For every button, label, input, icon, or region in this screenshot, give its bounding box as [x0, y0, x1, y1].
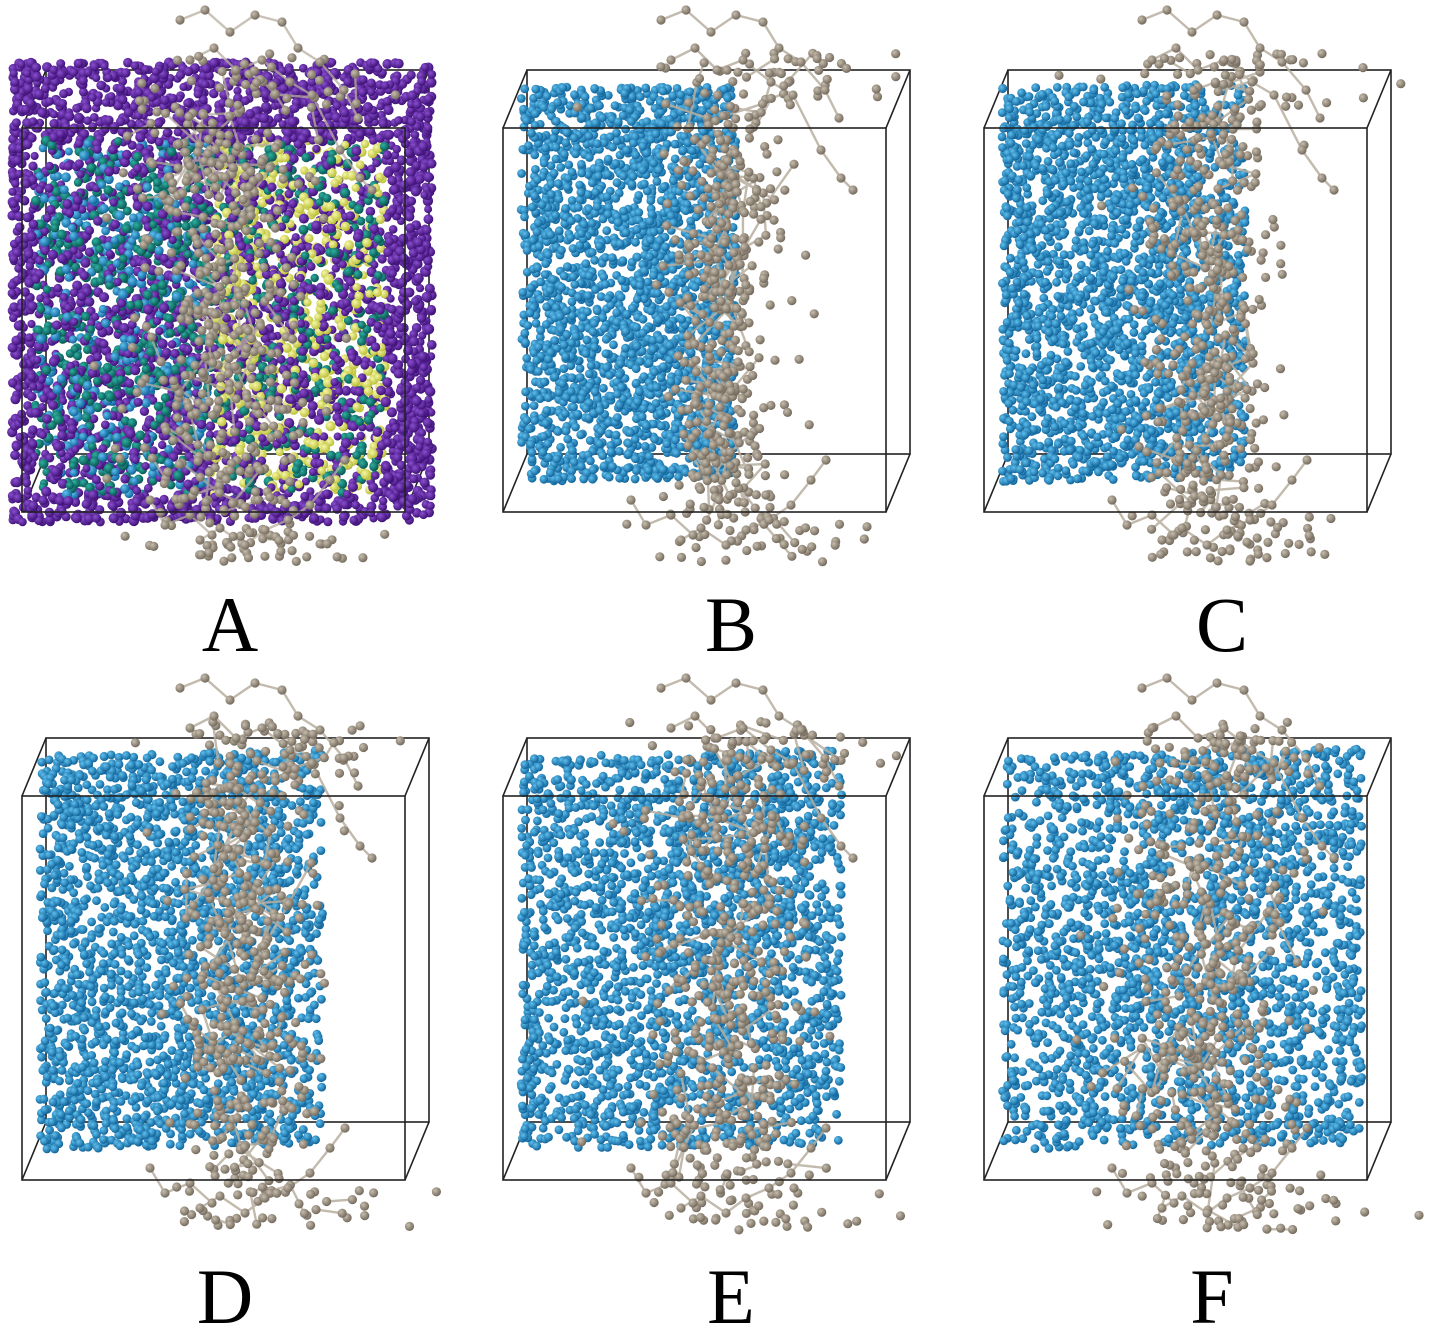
- box-front-face: [21, 795, 406, 1181]
- panel-f: F: [962, 668, 1443, 1337]
- box-front-face: [502, 795, 887, 1181]
- panel-e: E: [481, 668, 962, 1337]
- box-edge: [983, 69, 1009, 129]
- polymer-network: [1054, 5, 1406, 566]
- panel-b-render: [502, 5, 911, 567]
- panel-a: A: [0, 0, 481, 668]
- panel-c: C: [962, 0, 1443, 668]
- panel-f-render: [983, 673, 1424, 1235]
- box-edge: [1366, 69, 1392, 129]
- panel-a-label: A: [0, 586, 460, 664]
- box-edge: [1366, 737, 1392, 797]
- panel-b: B: [481, 0, 962, 668]
- panel-c-label: C: [962, 586, 1443, 664]
- panel-b-label: B: [481, 586, 981, 664]
- box-edge: [21, 1121, 47, 1181]
- box-front-face: [21, 127, 406, 513]
- box-front-face: [502, 127, 887, 513]
- box-edge: [885, 69, 911, 129]
- layered-beads: [7, 57, 437, 527]
- box-edge: [885, 1121, 911, 1181]
- panel-e-label: E: [481, 1258, 981, 1336]
- polymer-network: [130, 673, 441, 1231]
- box-edge: [1366, 1121, 1392, 1181]
- polymer-network: [1072, 673, 1424, 1235]
- panel-d: D: [0, 668, 481, 1337]
- box-edge: [983, 737, 1009, 797]
- box-front-face: [983, 127, 1368, 513]
- box-edge: [885, 453, 911, 513]
- panel-a-render: [7, 5, 437, 567]
- box-edge: [502, 737, 528, 797]
- box-edge: [983, 1121, 1009, 1181]
- box-edge: [404, 737, 430, 797]
- panel-d-render: [21, 673, 441, 1231]
- box-edge: [404, 1121, 430, 1181]
- panel-d-label: D: [0, 1258, 450, 1336]
- box-edge: [1366, 453, 1392, 513]
- panel-f-label: F: [962, 1258, 1443, 1336]
- box-edge: [502, 69, 528, 129]
- box-front-face: [983, 795, 1368, 1181]
- polymer-network: [572, 5, 901, 567]
- box-edge: [885, 737, 911, 797]
- panel-c-render: [983, 5, 1406, 566]
- box-edge: [21, 737, 47, 797]
- panel-e-render: [502, 673, 911, 1235]
- polymer-network: [89, 5, 400, 567]
- box-edge: [983, 453, 1009, 513]
- box-edge: [502, 453, 528, 513]
